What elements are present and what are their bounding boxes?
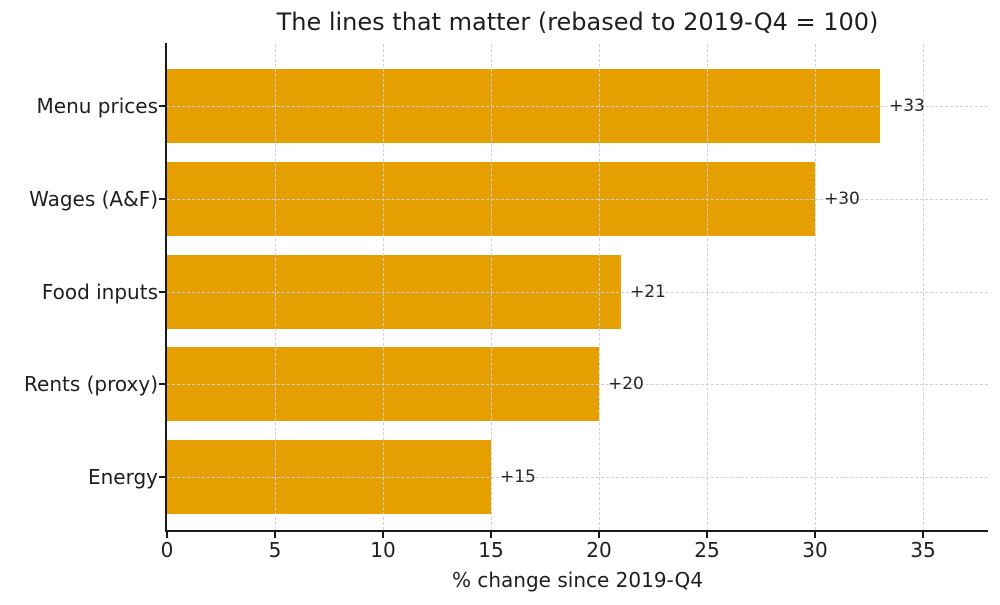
bar-value-label: +20	[608, 374, 644, 394]
y-tick-mark	[159, 476, 165, 478]
y-gridline	[167, 106, 988, 107]
x-gridline	[491, 44, 492, 530]
x-tick-mark	[598, 532, 600, 538]
y-tick-mark	[159, 291, 165, 293]
x-gridline	[599, 44, 600, 530]
x-tick-label: 0	[160, 538, 174, 562]
y-category-label: Rents (proxy)	[24, 372, 158, 396]
y-category-label: Menu prices	[36, 94, 158, 118]
bar-value-label: +30	[824, 189, 860, 209]
x-tick-mark	[274, 532, 276, 538]
plot-area: +33 +30 +21 +20 +15	[167, 44, 988, 530]
bar-wages-a-f	[167, 162, 815, 236]
x-tick-mark	[490, 532, 492, 538]
x-tick-mark	[166, 532, 168, 538]
bars-layer	[167, 44, 988, 530]
y-gridline	[167, 384, 988, 385]
y-category-label: Energy	[87, 465, 158, 489]
y-tick-mark	[159, 105, 165, 107]
x-gridline	[923, 44, 924, 530]
value-labels-layer: +33 +30 +21 +20 +15	[167, 44, 988, 530]
x-gridline	[383, 44, 384, 530]
x-tick-label: 35	[910, 538, 936, 562]
y-axis-labels: Menu prices Wages (A&F) Food inputs Rents (…	[0, 44, 158, 530]
x-tick-label: 15	[478, 538, 504, 562]
x-tick-label: 5	[268, 538, 282, 562]
y-axis-spine	[165, 43, 167, 532]
bar-food-inputs	[167, 255, 621, 329]
x-tick-mark	[706, 532, 708, 538]
y-tick-mark	[159, 383, 165, 385]
x-tick-mark	[814, 532, 816, 538]
chart-title: The lines that matter (rebased to 2019-Q…	[276, 8, 879, 36]
bar-energy	[167, 440, 491, 514]
bar-value-label: +33	[889, 96, 925, 116]
bar-value-label: +21	[630, 282, 666, 302]
y-gridline	[167, 292, 988, 293]
x-axis-label: % change since 2019-Q4	[452, 568, 703, 592]
bar-rents-proxy	[167, 347, 599, 421]
y-gridline	[167, 199, 988, 200]
bar-menu-prices	[167, 69, 880, 143]
x-tick-labels: 0 5 10 15 20 25 30 35	[161, 537, 988, 563]
x-tick-label: 25	[694, 538, 720, 562]
x-tick-mark	[382, 532, 384, 538]
y-category-label: Wages (A&F)	[29, 187, 158, 211]
x-tick-label: 20	[586, 538, 612, 562]
y-gridline	[167, 477, 988, 478]
x-gridline	[275, 44, 276, 530]
x-tick-mark	[922, 532, 924, 538]
bar-value-label: +15	[500, 467, 536, 487]
x-tick-label: 10	[370, 538, 396, 562]
x-gridline	[815, 44, 816, 530]
x-tick-label: 30	[802, 538, 828, 562]
y-tick-mark	[159, 198, 165, 200]
y-category-label: Food inputs	[41, 280, 158, 304]
grid-layer	[167, 44, 988, 530]
x-gridline	[707, 44, 708, 530]
x-axis-spine	[165, 530, 988, 532]
